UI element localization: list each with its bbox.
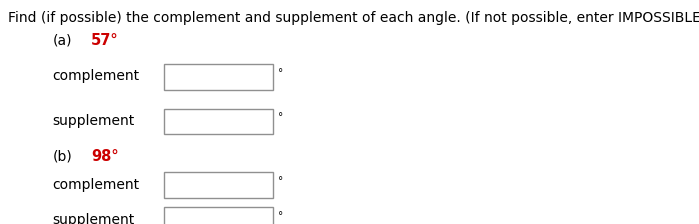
- Text: Find (if possible) the complement and supplement of each angle. (If not possible: Find (if possible) the complement and su…: [8, 11, 699, 25]
- Text: °: °: [278, 211, 284, 221]
- Text: °: °: [278, 68, 284, 78]
- Text: 57°: 57°: [91, 33, 119, 48]
- Text: (b): (b): [52, 150, 72, 164]
- Text: supplement: supplement: [52, 114, 135, 128]
- Text: °: °: [278, 112, 284, 123]
- Text: °: °: [278, 176, 284, 186]
- Text: complement: complement: [52, 69, 140, 83]
- Text: complement: complement: [52, 178, 140, 192]
- Text: 98°: 98°: [91, 149, 119, 164]
- Text: (a): (a): [52, 33, 72, 47]
- Text: supplement: supplement: [52, 213, 135, 224]
